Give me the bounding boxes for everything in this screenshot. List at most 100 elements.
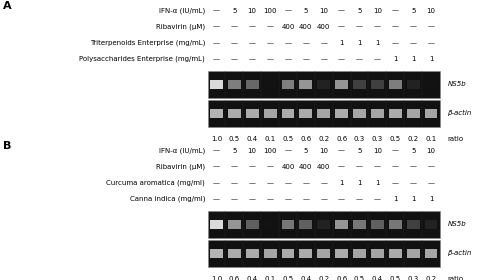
Text: A: A <box>2 1 11 11</box>
Text: —: — <box>248 196 256 202</box>
Bar <box>300 80 312 89</box>
Text: 1: 1 <box>429 196 434 202</box>
Text: ratio: ratio <box>448 276 464 280</box>
Text: IFN-α (IU/mL): IFN-α (IU/mL) <box>159 7 205 14</box>
Text: 400: 400 <box>282 24 294 30</box>
Text: 1: 1 <box>393 56 398 62</box>
Text: —: — <box>231 24 238 30</box>
Bar <box>353 80 366 89</box>
Bar <box>318 109 330 118</box>
Text: 0.2: 0.2 <box>318 276 330 280</box>
Bar <box>282 80 294 89</box>
Text: 1.0: 1.0 <box>211 136 222 142</box>
Bar <box>228 80 241 89</box>
Text: —: — <box>213 148 220 154</box>
Text: —: — <box>266 40 274 46</box>
Bar <box>264 80 276 89</box>
Bar <box>335 109 348 118</box>
Bar <box>318 249 330 258</box>
Text: —: — <box>231 40 238 46</box>
Text: —: — <box>338 24 345 30</box>
Text: —: — <box>338 196 345 202</box>
Text: 0.5: 0.5 <box>390 136 401 142</box>
Text: —: — <box>266 56 274 62</box>
Text: 10: 10 <box>320 8 328 14</box>
Text: 400: 400 <box>317 164 330 170</box>
Text: 100: 100 <box>264 148 277 154</box>
Bar <box>282 220 294 229</box>
Bar <box>406 109 420 118</box>
Text: 0.3: 0.3 <box>408 276 419 280</box>
Bar <box>210 249 223 258</box>
Text: —: — <box>213 40 220 46</box>
Bar <box>246 220 258 229</box>
Text: —: — <box>392 24 399 30</box>
Text: —: — <box>213 8 220 14</box>
Bar <box>228 249 241 258</box>
Bar <box>264 109 276 118</box>
Text: 0.5: 0.5 <box>354 276 365 280</box>
Text: 400: 400 <box>282 164 294 170</box>
Text: 0.3: 0.3 <box>372 136 383 142</box>
Text: —: — <box>320 40 327 46</box>
Text: —: — <box>284 180 292 186</box>
Text: 400: 400 <box>299 164 312 170</box>
Text: —: — <box>320 56 327 62</box>
Text: 5: 5 <box>358 8 362 14</box>
Text: —: — <box>284 196 292 202</box>
Text: —: — <box>392 8 399 14</box>
Bar <box>264 249 276 258</box>
Text: 1: 1 <box>411 196 416 202</box>
Bar <box>371 109 384 118</box>
Text: β-actin: β-actin <box>448 250 472 256</box>
Bar <box>371 249 384 258</box>
Text: 5: 5 <box>358 148 362 154</box>
Text: 1: 1 <box>393 196 398 202</box>
Text: 10: 10 <box>373 8 382 14</box>
Text: —: — <box>266 180 274 186</box>
Bar <box>228 220 241 229</box>
Text: 1: 1 <box>340 180 344 186</box>
Bar <box>389 80 402 89</box>
Bar <box>406 80 420 89</box>
Bar <box>282 249 294 258</box>
Text: —: — <box>248 40 256 46</box>
Text: —: — <box>374 56 381 62</box>
Text: 0.1: 0.1 <box>264 276 276 280</box>
Text: 5: 5 <box>411 8 416 14</box>
Bar <box>406 249 420 258</box>
Text: —: — <box>284 56 292 62</box>
Text: 0.5: 0.5 <box>390 276 401 280</box>
Text: —: — <box>248 56 256 62</box>
Text: —: — <box>266 24 274 30</box>
Text: 10: 10 <box>248 148 256 154</box>
Text: —: — <box>410 24 416 30</box>
Text: 0.5: 0.5 <box>282 136 294 142</box>
Bar <box>406 220 420 229</box>
Text: 0.4: 0.4 <box>246 276 258 280</box>
Text: 10: 10 <box>320 148 328 154</box>
Text: Ribavirin (μM): Ribavirin (μM) <box>156 24 205 30</box>
Bar <box>424 220 438 229</box>
Text: —: — <box>338 148 345 154</box>
Text: —: — <box>356 56 363 62</box>
Text: B: B <box>2 141 11 151</box>
Text: —: — <box>338 8 345 14</box>
Text: 0.4: 0.4 <box>300 276 312 280</box>
Text: —: — <box>392 40 399 46</box>
Text: —: — <box>302 56 310 62</box>
Text: —: — <box>374 196 381 202</box>
Text: 0.2: 0.2 <box>408 136 418 142</box>
Text: —: — <box>338 56 345 62</box>
Text: 10: 10 <box>426 148 436 154</box>
Text: —: — <box>356 164 363 170</box>
Text: 400: 400 <box>317 24 330 30</box>
Text: —: — <box>231 164 238 170</box>
Text: Triterpenoids Enterprise (mg/mL): Triterpenoids Enterprise (mg/mL) <box>90 39 205 46</box>
Text: —: — <box>356 24 363 30</box>
Bar <box>208 100 440 127</box>
Text: —: — <box>284 40 292 46</box>
Bar <box>335 80 348 89</box>
Text: 0.3: 0.3 <box>354 136 365 142</box>
Text: 0.6: 0.6 <box>336 276 347 280</box>
